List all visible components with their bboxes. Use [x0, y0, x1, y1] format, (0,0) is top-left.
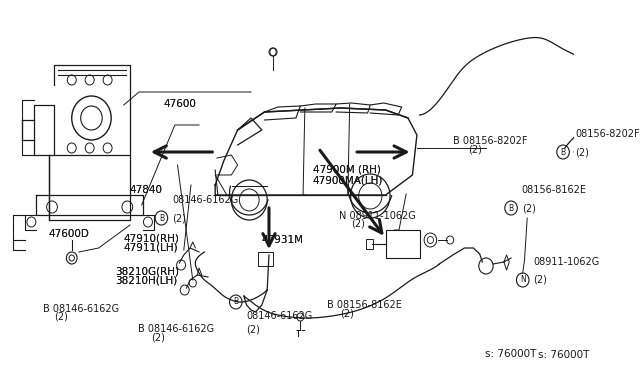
Text: 47600: 47600: [164, 99, 196, 109]
Text: (2): (2): [468, 145, 481, 154]
Text: 47900MA(LH): 47900MA(LH): [313, 176, 383, 185]
Text: 47931M: 47931M: [261, 235, 303, 245]
Text: (2): (2): [246, 325, 260, 335]
Text: N 08911-1062G: N 08911-1062G: [339, 211, 415, 221]
Text: N: N: [520, 276, 525, 285]
Text: 47911(LH): 47911(LH): [124, 243, 178, 252]
Bar: [366, 239, 373, 249]
Text: B: B: [561, 148, 566, 157]
Text: (2): (2): [54, 312, 68, 322]
Text: B 08156-8162E: B 08156-8162E: [327, 300, 402, 310]
Text: 08146-6162G: 08146-6162G: [246, 311, 313, 321]
Text: B: B: [509, 203, 514, 212]
Text: (2): (2): [351, 219, 365, 229]
Text: B: B: [233, 298, 238, 307]
Text: (2): (2): [340, 308, 353, 318]
Text: (2): (2): [575, 147, 589, 157]
Text: B: B: [159, 214, 164, 222]
Text: 47900M (RH): 47900M (RH): [313, 164, 381, 174]
Text: 47910(RH): 47910(RH): [124, 233, 179, 243]
Text: 47931M: 47931M: [261, 235, 303, 245]
Text: 47910(RH): 47910(RH): [124, 233, 179, 243]
Text: 47911(LH): 47911(LH): [124, 243, 178, 252]
Text: 47900M (RH): 47900M (RH): [313, 164, 381, 174]
Text: s: 76000T: s: 76000T: [538, 350, 589, 360]
Text: 47600: 47600: [164, 99, 196, 109]
Text: 47840: 47840: [129, 185, 162, 195]
Text: (2): (2): [534, 275, 547, 285]
Text: 47600D: 47600D: [49, 230, 90, 239]
Text: 08911-1062G: 08911-1062G: [534, 257, 600, 267]
Text: (2): (2): [172, 213, 186, 223]
Text: 08156-8162E: 08156-8162E: [522, 185, 587, 195]
Text: 08146-6162G: 08146-6162G: [172, 195, 238, 205]
Text: B 08146-6162G: B 08146-6162G: [43, 304, 119, 314]
Bar: [258, 252, 273, 266]
Text: 38210H(LH): 38210H(LH): [115, 276, 177, 286]
Text: (2): (2): [522, 203, 536, 213]
Text: B 08146-6162G: B 08146-6162G: [138, 324, 214, 334]
Text: 47840: 47840: [129, 185, 162, 195]
Bar: [385, 230, 420, 258]
Text: s: 76000T: s: 76000T: [485, 349, 536, 359]
Text: 38210H(LH): 38210H(LH): [115, 276, 177, 286]
Text: B 08156-8202F: B 08156-8202F: [453, 137, 528, 146]
Text: 47900MA(LH): 47900MA(LH): [313, 176, 383, 185]
Text: 08156-8202F: 08156-8202F: [575, 129, 640, 139]
Text: (2): (2): [152, 333, 165, 342]
Text: 38210G(RH): 38210G(RH): [115, 267, 179, 276]
Text: 47600D: 47600D: [49, 230, 90, 239]
Text: 38210G(RH): 38210G(RH): [115, 267, 179, 276]
